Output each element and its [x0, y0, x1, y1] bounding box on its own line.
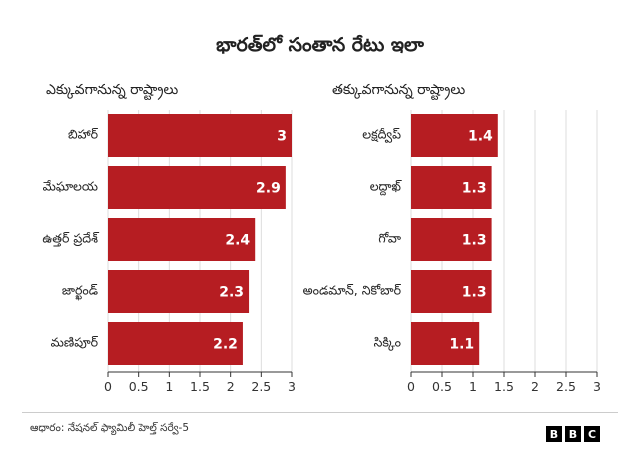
x-tick-label: 1 [165, 379, 173, 394]
x-tick-label: 2 [531, 379, 539, 394]
category-label: గోవా [378, 230, 401, 245]
bar [108, 322, 243, 365]
chart-panel-low: తక్కువగానున్న రాష్ట్రాలు లక్షద్వీప్ లద్దా… [303, 82, 610, 402]
category-label: అండమాన్, నికోబార్ [302, 282, 401, 297]
x-tick-label: 3 [288, 379, 296, 394]
bar-value-label: 1.3 [462, 181, 487, 197]
logo-letter: C [584, 426, 600, 442]
bar-value-label: 1.4 [468, 129, 493, 145]
category-label: లద్దాఖ్ [369, 178, 401, 193]
category-label: మేఘాలయ [42, 178, 98, 193]
x-tick-label: 0.5 [129, 379, 149, 394]
category-label: సిక్కిం [373, 334, 401, 349]
bar-value-label: 2.9 [256, 181, 281, 197]
bar [411, 270, 492, 313]
panel-subtitle: ఎక్కువగానున్న రాష్ట్రాలు [46, 82, 179, 98]
bar [411, 166, 492, 209]
x-tick-label: 1 [469, 379, 477, 394]
bar [411, 114, 498, 157]
bbc-logo: B B C [546, 426, 600, 442]
bar-value-label: 1.1 [449, 337, 474, 353]
category-label: బిహార్ [68, 126, 98, 141]
bar-value-label: 2.2 [213, 337, 238, 353]
x-tick-label: 0 [104, 379, 112, 394]
x-tick-label: 3 [593, 379, 601, 394]
category-label: జార్ఖండ్ [61, 282, 98, 297]
bar [411, 218, 492, 261]
source-note: ఆధారం: నేషనల్ ఫ్యామిలీ హెల్త్ సర్వే-5 [30, 422, 190, 434]
logo-letter: B [565, 426, 581, 442]
bar-value-label: 1.3 [462, 233, 487, 249]
bar [108, 218, 256, 261]
category-label: లక్షద్వీప్ [362, 126, 401, 141]
bar-value-label: 1.3 [462, 285, 487, 301]
x-tick-label: 1.5 [190, 379, 210, 394]
bar-value-label: 2.3 [219, 285, 244, 301]
x-tick-label: 1.5 [494, 379, 514, 394]
bar [108, 166, 286, 209]
bar [108, 270, 250, 313]
category-label: ఉత్తర్ ప్రదేశ్ [42, 230, 98, 245]
x-tick-label: 0.5 [432, 379, 452, 394]
footer-divider [22, 412, 618, 413]
bar-value-label: 2.4 [225, 233, 250, 249]
logo-letter: B [546, 426, 562, 442]
category-label: మణిపూర్ [50, 334, 98, 349]
x-tick-label: 2.5 [556, 379, 576, 394]
bar [108, 114, 292, 157]
chart-title: భారత్‌లో సంతాన రేటు ఇలా [216, 34, 424, 56]
x-tick-label: 2 [227, 379, 235, 394]
x-tick-label: 0 [407, 379, 415, 394]
bar [411, 322, 480, 365]
x-tick-label: 2.5 [251, 379, 271, 394]
bar-chart-svg: 1.4 1.3 1.3 1.3 1.1 0 0.5 1 1.5 2 2.5 3 [407, 110, 601, 394]
chart-panel-high: ఎక్కువగానున్న రాష్ట్రాలు బిహార్ మేఘాలయ ఉత్… [0, 82, 300, 402]
bar-chart-svg: 3 2.9 2.4 2.3 2.2 0 0.5 1 1.5 2 2.5 3 [104, 110, 296, 394]
panel-subtitle: తక్కువగానున్న రాష్ట్రాలు [332, 82, 466, 98]
bar-value-label: 3 [277, 129, 287, 145]
